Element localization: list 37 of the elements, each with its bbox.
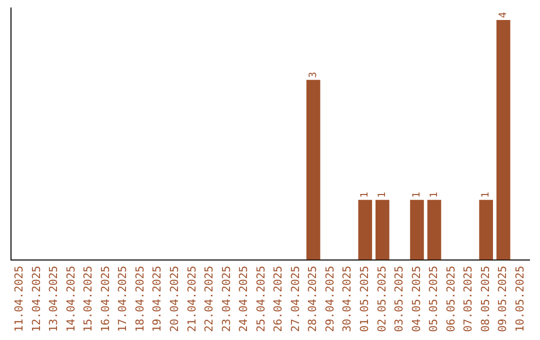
x-tick-label: 09.05.2025 (496, 266, 510, 332)
x-tick-label: 19.04.2025 (150, 266, 164, 332)
x-tick-label: 16.04.2025 (98, 266, 112, 332)
data-label: 1 (412, 192, 423, 198)
x-tick-label: 28.04.2025 (306, 266, 320, 332)
x-tick-label: 06.05.2025 (444, 266, 458, 332)
x-tick-label: 25.04.2025 (254, 266, 268, 332)
data-label: 1 (377, 192, 388, 198)
data-label: 4 (498, 12, 509, 18)
x-tick-label: 02.05.2025 (375, 266, 388, 332)
x-tick-label: 11.04.2025 (12, 266, 26, 332)
x-tick-label: 04.05.2025 (410, 266, 423, 332)
x-tick-label: 14.04.2025 (64, 266, 78, 332)
data-label: 1 (480, 192, 492, 198)
x-tick-label: 07.05.2025 (462, 266, 475, 332)
x-tick-label: 12.04.2025 (30, 266, 43, 332)
x-tick-label: 21.04.2025 (185, 266, 198, 332)
x-tick-label: 23.04.2025 (220, 266, 233, 332)
x-tick-label: 01.05.2025 (358, 266, 372, 332)
data-label: 1 (360, 192, 371, 198)
data-label: 3 (308, 72, 319, 78)
x-tick-label: 13.04.2025 (47, 266, 60, 332)
x-tick-label: 20.04.2025 (168, 266, 181, 332)
x-tick-label: 15.04.2025 (82, 266, 95, 332)
x-tick-label: 03.05.2025 (392, 266, 406, 332)
x-tick-label: 10.05.2025 (513, 266, 526, 332)
x-tick-label: 26.04.2025 (272, 266, 285, 332)
x-tick-label: 24.04.2025 (237, 266, 250, 332)
x-tick-label: 22.04.2025 (202, 266, 216, 332)
x-tick-label: 18.04.2025 (133, 266, 146, 332)
x-tick-label: 05.05.2025 (427, 266, 440, 332)
x-tick-label: 29.04.2025 (323, 266, 336, 332)
x-tick-label: 17.04.2025 (116, 266, 130, 332)
x-tick-label: 30.04.2025 (340, 266, 354, 332)
x-tick-label: 27.04.2025 (288, 266, 302, 332)
data-label: 1 (428, 192, 440, 198)
x-tick-label: 08.05.2025 (478, 266, 492, 332)
